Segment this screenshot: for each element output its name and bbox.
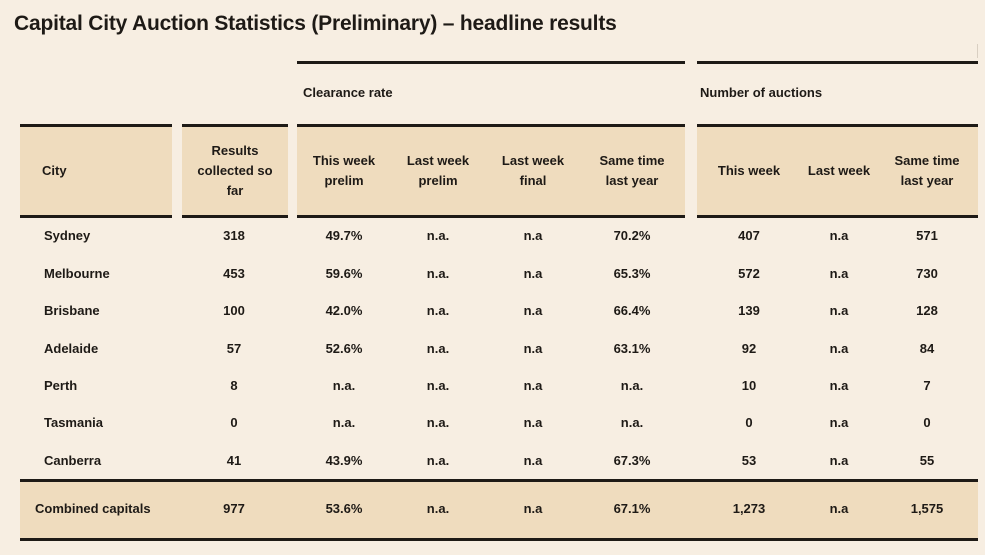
total-na-this-week: 1,273 xyxy=(732,501,766,516)
cell-results: 57 xyxy=(226,341,242,356)
cell-cr-same-time: 66.4% xyxy=(613,303,651,318)
cell-cr-last-week-final: n.a xyxy=(523,266,543,281)
cell-results: 100 xyxy=(223,303,245,318)
cell-na-same-time: 84 xyxy=(919,341,935,356)
cell-cr-same-time: 65.3% xyxy=(613,266,651,281)
total-cr-this-week: 53.6% xyxy=(325,501,363,516)
total-row-band xyxy=(20,479,978,541)
header-na-this-week: This week xyxy=(717,163,781,178)
cell-cr-last-week-prelim: n.a. xyxy=(426,415,450,430)
cell-na-last-week: n.a xyxy=(829,341,849,356)
header-cr-same-time: Same time last year xyxy=(599,153,665,188)
cell-cr-last-week-final: n.a xyxy=(523,341,543,356)
cell-cr-this-week: 59.6% xyxy=(325,266,363,281)
header-results: Results collected so far xyxy=(182,124,288,218)
total-city: Combined capitals xyxy=(35,501,151,516)
total-cr-same-time: 67.1% xyxy=(613,501,651,516)
cell-na-last-week: n.a xyxy=(829,453,849,468)
cell-na-same-time: 730 xyxy=(916,266,938,281)
clearance-header-band xyxy=(297,124,685,218)
cell-results: 318 xyxy=(223,228,245,243)
total-cr-last-week-final: n.a xyxy=(523,501,543,516)
cell-city: Canberra xyxy=(44,453,102,468)
header-na-same-time: Same time last year xyxy=(894,153,960,188)
cell-cr-last-week-final: n.a xyxy=(523,228,543,243)
cell-cr-this-week: 52.6% xyxy=(325,341,363,356)
cell-city: Tasmania xyxy=(44,415,104,430)
cell-na-same-time: 7 xyxy=(923,378,931,393)
auctions-header-band xyxy=(697,124,978,218)
cell-na-last-week: n.a xyxy=(829,228,849,243)
cell-city: Melbourne xyxy=(44,266,110,281)
header-na-last-week: Last week xyxy=(807,163,871,178)
cell-na-this-week: 92 xyxy=(741,341,757,356)
cell-na-same-time: 571 xyxy=(916,228,938,243)
cell-cr-last-week-prelim: n.a. xyxy=(426,303,450,318)
cell-results: 453 xyxy=(223,266,245,281)
edge-tick xyxy=(977,44,978,58)
cell-na-same-time: 0 xyxy=(923,415,931,430)
cell-cr-same-time: 63.1% xyxy=(613,341,651,356)
total-na-same-time: 1,575 xyxy=(910,501,944,516)
cell-city: Perth xyxy=(44,378,78,393)
cell-na-last-week: n.a xyxy=(829,303,849,318)
cell-na-this-week: 0 xyxy=(745,415,753,430)
cell-city: Sydney xyxy=(44,228,91,243)
cell-results: 8 xyxy=(230,378,238,393)
cell-cr-same-time: n.a. xyxy=(620,378,644,393)
cell-na-this-week: 10 xyxy=(741,378,757,393)
cell-cr-last-week-prelim: n.a. xyxy=(426,228,450,243)
cell-cr-last-week-final: n.a xyxy=(523,378,543,393)
cell-na-this-week: 572 xyxy=(738,266,760,281)
cell-cr-last-week-prelim: n.a. xyxy=(426,378,450,393)
cell-na-same-time: 55 xyxy=(919,453,935,468)
cell-na-this-week: 139 xyxy=(738,303,760,318)
header-city: City xyxy=(20,124,172,218)
cell-city: Brisbane xyxy=(44,303,100,318)
clearance-group-rule xyxy=(297,61,685,64)
cell-cr-same-time: n.a. xyxy=(620,415,644,430)
total-na-last-week: n.a xyxy=(829,501,849,516)
clearance-group-label: Clearance rate xyxy=(303,85,393,100)
auctions-group-rule xyxy=(697,61,978,64)
cell-cr-this-week: 42.0% xyxy=(325,303,363,318)
total-cr-last-week-prelim: n.a. xyxy=(426,501,450,516)
cell-cr-same-time: 67.3% xyxy=(613,453,651,468)
page-title: Capital City Auction Statistics (Prelimi… xyxy=(14,12,617,35)
cell-cr-last-week-prelim: n.a. xyxy=(426,341,450,356)
cell-cr-this-week: 49.7% xyxy=(325,228,363,243)
cell-cr-this-week: n.a. xyxy=(332,378,356,393)
cell-na-same-time: 128 xyxy=(916,303,938,318)
cell-na-last-week: n.a xyxy=(829,415,849,430)
cell-na-last-week: n.a xyxy=(829,266,849,281)
total-results: 977 xyxy=(223,501,245,516)
cell-cr-last-week-final: n.a xyxy=(523,453,543,468)
cell-results: 0 xyxy=(230,415,238,430)
cell-cr-this-week: 43.9% xyxy=(325,453,363,468)
header-cr-this-week: This week prelim xyxy=(312,153,376,188)
auctions-group-label: Number of auctions xyxy=(700,85,823,100)
cell-cr-same-time: 70.2% xyxy=(613,228,651,243)
cell-na-last-week: n.a xyxy=(829,378,849,393)
header-cr-last-week-prelim: Last week prelim xyxy=(406,153,470,188)
cell-city: Adelaide xyxy=(44,341,99,356)
cell-results: 41 xyxy=(226,453,242,468)
cell-cr-last-week-final: n.a xyxy=(523,415,543,430)
cell-na-this-week: 407 xyxy=(738,228,760,243)
cell-cr-last-week-final: n.a xyxy=(523,303,543,318)
cell-cr-last-week-prelim: n.a. xyxy=(426,266,450,281)
cell-cr-this-week: n.a. xyxy=(332,415,356,430)
cell-cr-last-week-prelim: n.a. xyxy=(426,453,450,468)
header-cr-last-week-final: Last week final xyxy=(501,153,565,188)
cell-na-this-week: 53 xyxy=(741,453,757,468)
